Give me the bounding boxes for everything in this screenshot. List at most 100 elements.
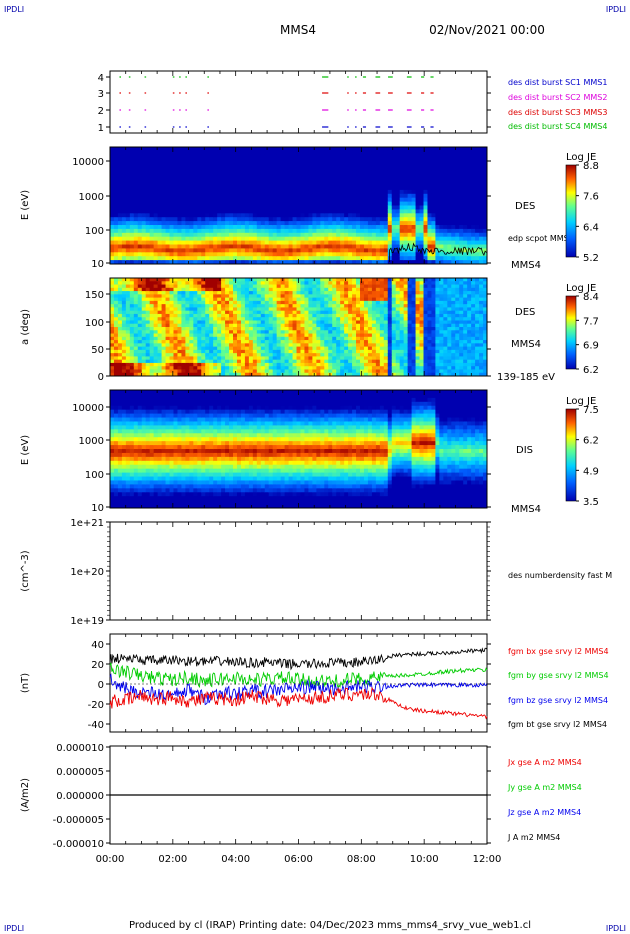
des-pitch-y-label: a (deg)	[20, 309, 31, 345]
current-legend-entry: J A m2 MMS4	[507, 833, 560, 842]
density-y-tick-label: 1e+21	[70, 518, 104, 529]
des-pitch-y-tick-label: 150	[85, 290, 104, 301]
colorbar-tick-label: 5.2	[583, 253, 599, 264]
x-tick-label: 04:00	[221, 854, 250, 865]
colorbar-tick-label: 6.2	[583, 436, 599, 447]
colorbar-2	[565, 408, 577, 502]
current-y-label: (A/m2)	[20, 778, 31, 812]
current-y-tick-label: -0.000005	[53, 815, 104, 826]
fgm-y-tick-label: 20	[91, 660, 104, 671]
fgm-legend-entry: fgm by gse srvy l2 MMS4	[508, 671, 609, 680]
density-y-tick-label: 1e+19	[70, 616, 104, 627]
current-y-tick-label: 0.000005	[56, 767, 104, 778]
scpot-trace	[389, 242, 487, 263]
x-tick-label: 12:00	[473, 854, 502, 865]
fgm-bt-line	[109, 647, 488, 671]
des-energy-y-tick-label: 100	[85, 226, 104, 237]
corner-label-tr: IPDLI	[606, 5, 626, 14]
density-panel-frame	[109, 521, 488, 621]
colorbar-tick-label: 8.4	[583, 292, 599, 303]
colorbar-tick-label: 6.9	[583, 341, 599, 352]
current-y-tick-label: 0.000010	[56, 743, 104, 754]
dis-energy-y-tick-label: 100	[85, 470, 104, 481]
colorbar-title: Log JE	[566, 283, 596, 294]
des-pitch-y-tick-label: 50	[91, 345, 104, 356]
fgm-bx-line	[109, 686, 488, 720]
colorbar-tick-label: 4.9	[583, 466, 599, 477]
colorbar-tick-label: 3.5	[583, 497, 599, 508]
fgm-y-tick-label: -40	[88, 720, 104, 731]
x-tick-label: 08:00	[347, 854, 376, 865]
des-energy-y-tick-label: 10000	[72, 157, 104, 168]
dis-energy-y-tick-label: 10	[91, 503, 104, 514]
current-legend-entry: Jz gse A m2 MMS4	[507, 808, 581, 817]
colorbar-title: Log JE	[566, 396, 596, 407]
fgm-panel-frame	[109, 633, 488, 733]
scpot-overlay-label: edp scpot MMS4	[508, 234, 574, 243]
dis-energy-side-label: MMS4	[511, 504, 541, 515]
density-y-tick-label: 1e+20	[70, 567, 104, 578]
x-tick-label: 02:00	[158, 854, 187, 865]
fgm-legend-entry: fgm bx gse srvy l2 MMS4	[508, 647, 609, 656]
des-pitch-spectrogram	[110, 278, 487, 376]
fgm-legend-entry: fgm bz gse srvy l2 MMS4	[508, 696, 608, 705]
colorbar-tick-label: 7.6	[583, 192, 599, 203]
dis-energy-spectrogram	[110, 390, 487, 508]
burst-panel-frame	[109, 70, 488, 134]
fgm-bz-line	[109, 673, 488, 706]
colorbar-tick-label: 7.7	[583, 316, 599, 327]
dis-energy-y-tick-label: 10000	[72, 403, 104, 414]
burst-legend-entry: des dist burst SC4 MMS4	[508, 122, 607, 131]
x-tick-label: 10:00	[410, 854, 439, 865]
colorbar-title: Log JE	[566, 152, 596, 163]
dis-energy-label: DIS	[516, 445, 533, 456]
fgm-y-tick-label: 40	[91, 640, 104, 651]
colorbar-0	[565, 164, 577, 258]
burst-y-tick-label: 3	[98, 89, 104, 100]
current-legend-entry: Jx gse A m2 MMS4	[507, 758, 582, 767]
des-energy-y-tick-label: 10	[91, 259, 104, 270]
dis-energy-y-label: E (eV)	[20, 435, 31, 465]
fgm-y-tick-label: -20	[88, 700, 104, 711]
colorbar-1	[565, 295, 577, 370]
plot-date: 02/Nov/2021 00:00	[429, 23, 545, 37]
des-energy-spectrogram	[110, 147, 487, 264]
current-y-tick-label: 0.000000	[56, 791, 104, 802]
corner-label-bl: IPDLI	[4, 924, 24, 933]
energy-range-label: 139-185 eV	[497, 372, 555, 383]
colorbar-tick-label: 8.8	[583, 161, 599, 172]
colorbar-tick-label: 6.2	[583, 365, 599, 376]
footer-text: Produced by cl (IRAP) Printing date: 04/…	[129, 920, 531, 931]
burst-legend-entry: des dist burst SC2 MMS2	[508, 93, 607, 102]
current-legend-entry: Jy gse A m2 MMS4	[507, 783, 582, 792]
burst-y-tick-label: 4	[98, 73, 104, 84]
density-y-label: (cm^-3)	[20, 550, 31, 591]
burst-y-tick-label: 1	[98, 123, 104, 134]
current-y-tick-label: -0.000010	[53, 839, 104, 850]
fgm-legend-entry: fgm bt gse srvy l2 MMS4	[508, 720, 607, 729]
corner-label-tl: IPDLI	[4, 5, 24, 14]
des-energy-side-label: MMS4	[511, 260, 541, 271]
density-legend-entry: des numberdensity fast M	[508, 571, 612, 580]
des-energy-y-label: E (eV)	[20, 190, 31, 220]
colorbar-tick-label: 7.5	[583, 405, 599, 416]
des-pitch-side-label: MMS4	[511, 339, 541, 350]
burst-legend-entry: des dist burst SC1 MMS1	[508, 78, 607, 87]
colorbar-tick-label: 6.4	[583, 222, 599, 233]
des-pitch-y-tick-label: 100	[85, 318, 104, 329]
dis-energy-y-tick-label: 1000	[79, 436, 104, 447]
x-tick-label: 06:00	[284, 854, 313, 865]
des-pitch-label: DES	[515, 307, 535, 318]
burst-legend-entry: des dist burst SC3 MMS3	[508, 108, 607, 117]
des-energy-label: DES	[515, 201, 535, 212]
corner-label-br: IPDLI	[606, 924, 626, 933]
des-energy-y-tick-label: 1000	[79, 192, 104, 203]
des-pitch-y-tick-label: 0	[98, 372, 104, 383]
x-tick-label: 00:00	[96, 854, 125, 865]
burst-y-tick-label: 2	[98, 106, 104, 117]
fgm-y-label: (nT)	[20, 673, 31, 693]
fgm-by-line	[109, 662, 488, 690]
plot-title: MMS4	[280, 23, 316, 37]
fgm-y-tick-label: 0	[98, 680, 104, 691]
